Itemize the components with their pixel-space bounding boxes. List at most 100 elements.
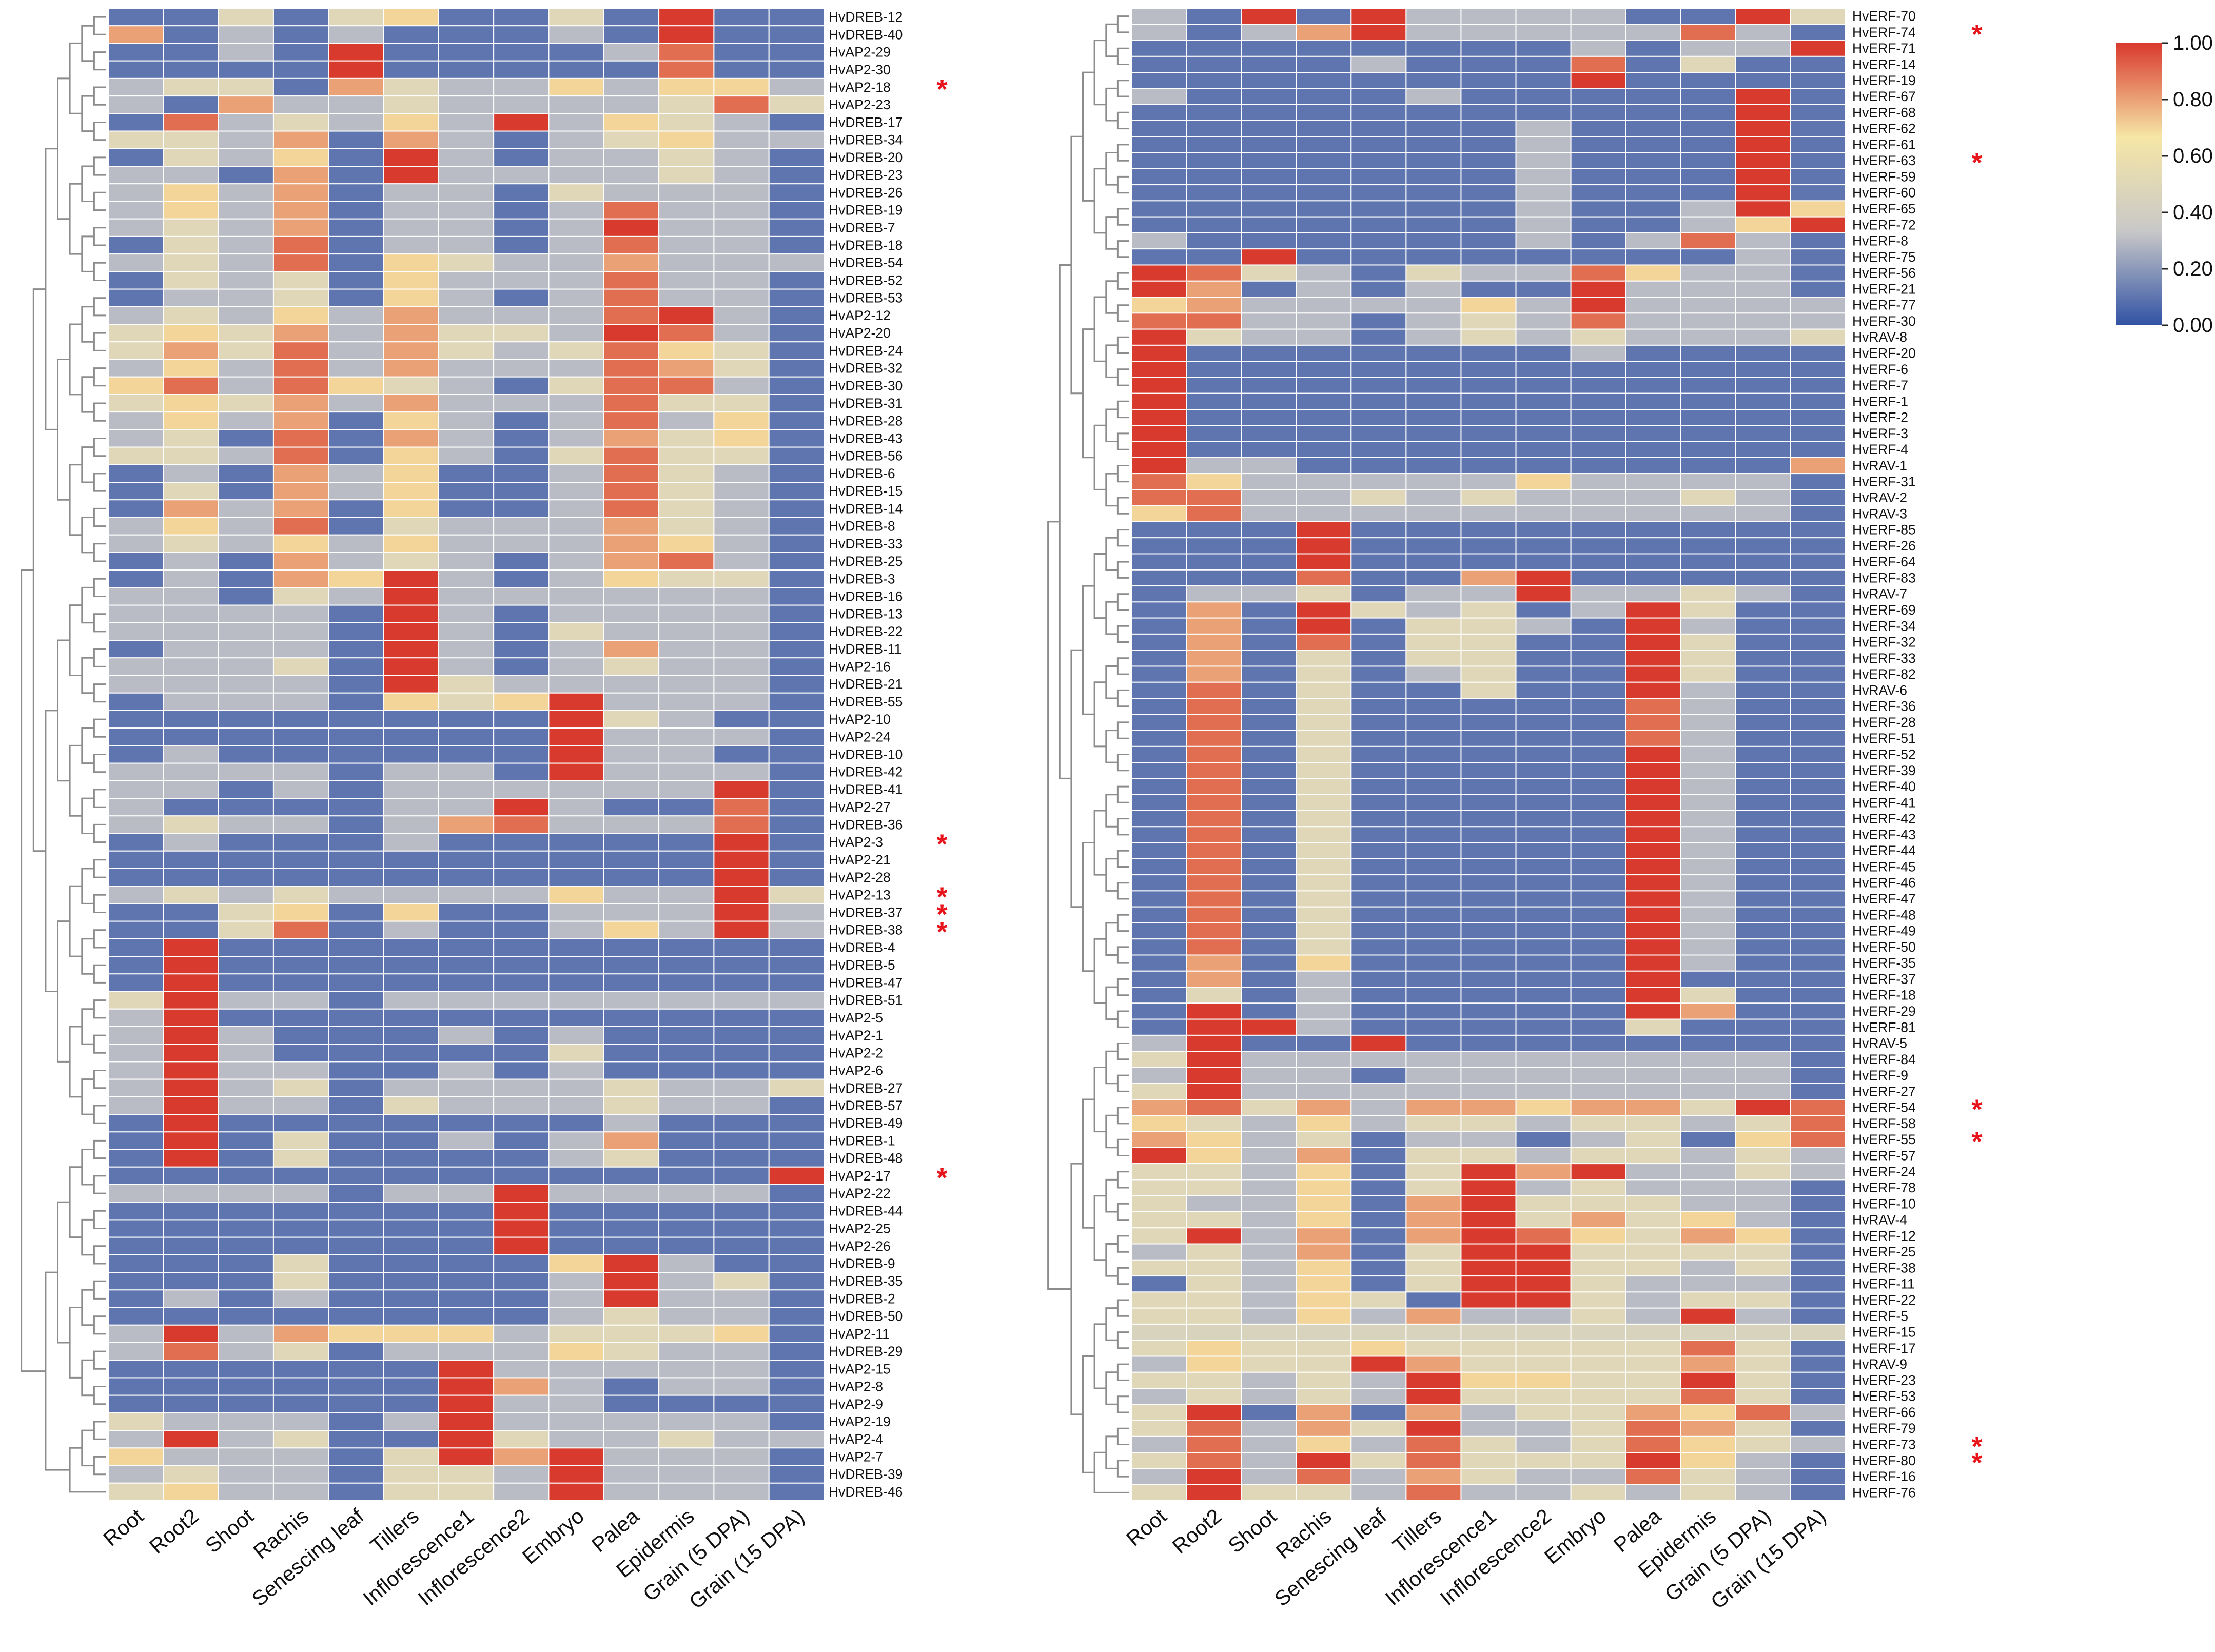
cell-hverf-44-epidermis [1680,842,1736,859]
cell-hvap2-16-inflorescence2 [493,657,550,676]
cell-hverf-60-grain-15-dpa [1790,184,1846,202]
cell-hverf-47-epidermis [1680,890,1736,908]
cell-hvap2-29-grain-15-dpa [768,43,825,62]
star-marker-hverf-80: * [1971,1447,1982,1478]
cell-hverf-82-epidermis [1680,665,1736,683]
cell-hvdreb-32-rachis [272,359,329,378]
cell-hvdreb-48-root2 [163,1149,219,1168]
cell-hverf-65-epidermis [1680,200,1736,218]
cell-hvap2-8-grain-5-dpa [713,1377,770,1396]
cell-hverf-60-root [1131,184,1187,202]
dendrogram-branch [1116,593,1129,611]
cell-hvdreb-4-palea [603,938,660,957]
cell-hverf-80-root [1131,1452,1187,1469]
cell-hvdreb-30-grain-5-dpa [713,376,770,395]
cell-hvrav-1-root [1131,457,1187,475]
cell-hverf-22-root2 [1186,1291,1242,1309]
cell-hverf-72-grain-5-dpa [1735,216,1791,233]
cell-hverf-84-root2 [1186,1051,1242,1068]
cell-hvdreb-39-senescing-leaf [328,1465,384,1484]
cell-hvap2-9-palea [603,1394,660,1413]
tissue-label-root2: Root2 [145,1504,203,1559]
cell-hvap2-7-root2 [163,1447,219,1466]
cell-hvap2-3-epidermis [658,833,715,852]
cell-hverf-48-root [1131,906,1187,923]
gene-label-hvdreb-20: HvDREB-20 [829,150,903,165]
cell-hverf-66-rachis [1296,1404,1352,1421]
cell-hverf-46-rachis [1296,874,1352,892]
cell-hvrav-2-tillers [1405,489,1462,506]
cell-hverf-51-root [1131,730,1187,747]
cell-hvap2-6-palea [603,1061,660,1080]
cell-hverf-23-shoot [1241,1371,1297,1389]
cell-hvdreb-52-inflorescence1 [438,271,495,290]
cell-hverf-76-grain-5-dpa [1735,1484,1791,1501]
cell-hvdreb-54-grain-15-dpa [768,253,825,272]
gene-label-hvdreb-28: HvDREB-28 [829,413,903,428]
cell-hvap2-24-inflorescence2 [493,727,550,746]
cell-hverf-83-inflorescence1 [1460,569,1517,587]
cell-hvdreb-39-inflorescence1 [438,1465,495,1484]
cell-hverf-16-epidermis [1680,1468,1736,1485]
cell-hverf-75-grain-5-dpa [1735,248,1791,266]
cell-hvap2-22-palea [603,1184,660,1203]
cell-hverf-58-senescing-leaf [1350,1115,1407,1132]
cell-hverf-74-root2 [1186,24,1242,41]
cell-hverf-53-grain-5-dpa [1735,1388,1791,1405]
cell-hverf-2-rachis [1296,408,1352,426]
cell-hvdreb-27-senescing-leaf [328,1078,384,1097]
cell-hverf-68-grain-5-dpa [1735,104,1791,121]
gene-label-hverf-51: HvERF-51 [1852,731,1916,746]
cell-hverf-7-palea [1625,377,1681,394]
cell-hvdreb-49-root2 [163,1114,219,1133]
cell-hvap2-12-embryo [548,306,604,325]
cell-hvdreb-48-palea [603,1149,660,1168]
cell-hvdreb-21-root2 [163,675,219,694]
cell-hvdreb-26-palea [603,183,660,202]
cell-hverf-59-shoot [1241,168,1297,186]
cell-hverf-42-palea [1625,810,1681,828]
cell-hverf-51-root2 [1186,730,1242,747]
cell-hverf-83-senescing-leaf [1350,569,1407,587]
cell-hverf-72-tillers [1405,216,1462,233]
cell-hvap2-5-tillers [383,1008,439,1027]
cell-hvrav-5-rachis [1296,1034,1352,1052]
cell-hvdreb-21-epidermis [658,675,715,694]
cell-hvap2-7-rachis [272,1447,329,1466]
star-marker-hverf-63: * [1971,147,1982,178]
cell-hvdreb-34-senescing-leaf [328,130,384,149]
cell-hverf-5-rachis [1296,1307,1352,1325]
cell-hvdreb-25-tillers [383,552,439,571]
cell-hverf-19-root2 [1186,72,1242,89]
gene-label-hverf-66: HvERF-66 [1852,1405,1916,1420]
cell-hverf-75-epidermis [1680,248,1736,266]
cell-hverf-67-shoot [1241,88,1297,105]
cell-hverf-71-root [1131,40,1187,57]
cell-hvap2-24-tillers [383,727,439,746]
cell-hverf-60-inflorescence1 [1460,184,1517,202]
cell-hverf-15-epidermis [1680,1323,1736,1341]
dendrogram-branch [1116,1235,1129,1253]
cell-hvdreb-1-grain-5-dpa [713,1131,770,1150]
cell-hvrav-9-epidermis [1680,1355,1736,1373]
cell-hverf-83-root [1131,569,1187,587]
cell-hvap2-7-senescing-leaf [328,1447,384,1466]
cell-hverf-40-epidermis [1680,778,1736,795]
gene-label-hvdreb-51: HvDREB-51 [829,993,903,1008]
cell-hvdreb-41-palea [603,780,660,799]
cell-hvap2-13-senescing-leaf [328,886,384,904]
cell-hverf-37-rachis [1296,970,1352,988]
cell-hvdreb-13-root2 [163,604,219,623]
cell-hvdreb-33-palea [603,534,660,553]
cell-hverf-37-inflorescence1 [1460,970,1517,988]
cell-hverf-30-palea [1625,312,1681,330]
cell-hverf-62-senescing-leaf [1350,120,1407,137]
cell-hverf-19-tillers [1405,72,1462,89]
cell-hverf-12-inflorescence2 [1515,1227,1572,1245]
cell-hvdreb-55-tillers [383,692,439,711]
cell-hvap2-3-inflorescence2 [493,833,550,852]
cell-hverf-69-root2 [1186,601,1242,619]
cell-hvdreb-56-senescing-leaf [328,446,384,465]
cell-hvrav-9-grain-5-dpa [1735,1355,1791,1373]
